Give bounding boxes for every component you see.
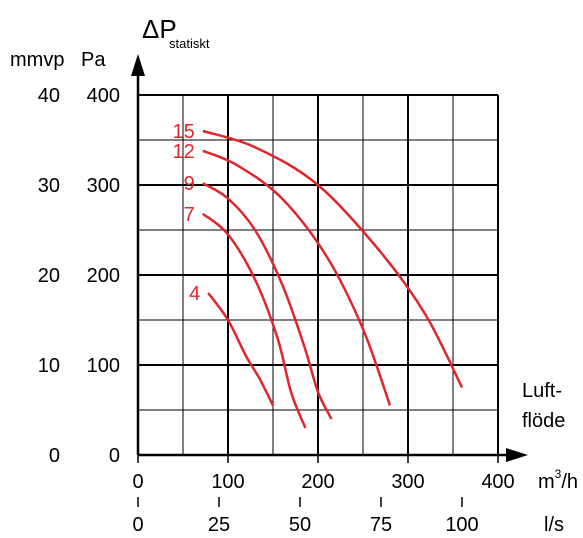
y-tick-label-mmvp: 0 xyxy=(49,445,60,467)
x-tick-label-m3h: 200 xyxy=(301,471,334,493)
x-axis-label-line1: Luft- xyxy=(522,380,562,402)
y-axis-left-unit: mmvp xyxy=(10,49,64,71)
y-tick-label-pa: 200 xyxy=(87,265,120,287)
axis-labels: mmvp Pa ΔP statiskt Luft- flöde m3/h l/s… xyxy=(10,14,578,536)
curve-4 xyxy=(207,292,275,407)
x-axis-label-line2: flöde xyxy=(522,410,565,432)
y-tick-label-pa: 100 xyxy=(87,355,120,377)
y-tick-label-mmvp: 30 xyxy=(38,175,60,197)
x-tick-label-m3h: 0 xyxy=(132,471,143,493)
y-tick-label-mmvp: 10 xyxy=(38,355,60,377)
x-tick-label-ls: 0 xyxy=(132,514,143,536)
x-tick-label-ls: 50 xyxy=(289,514,311,536)
y-tick-label-mmvp: 20 xyxy=(38,265,60,287)
y-axis-arrow xyxy=(131,54,145,76)
y-axis-right-unit: Pa xyxy=(81,49,106,71)
curve-12 xyxy=(202,149,392,406)
curve-9 xyxy=(202,182,333,420)
y-tick-label-pa: 400 xyxy=(87,85,120,107)
x-axis-arrow xyxy=(506,448,528,462)
curve-label-7: 7 xyxy=(184,204,195,226)
y-axis-title: ΔP xyxy=(142,14,177,44)
y-tick-label-pa: 0 xyxy=(109,445,120,467)
curve-label-4: 4 xyxy=(189,283,200,305)
curve-label-15: 15 xyxy=(173,121,195,143)
x-tick-label-m3h: 100 xyxy=(211,471,244,493)
curve-15 xyxy=(202,129,464,389)
x-tick-label-ls: 75 xyxy=(370,514,392,536)
x-axis-unit-ls: l/s xyxy=(544,514,564,536)
y-tick-label-pa: 300 xyxy=(87,175,120,197)
axes xyxy=(131,54,528,507)
curve-7 xyxy=(202,212,307,429)
curve-label-12: 12 xyxy=(173,141,195,163)
y-tick-label-mmvp: 40 xyxy=(38,85,60,107)
x-tick-label-m3h: 300 xyxy=(391,471,424,493)
grid xyxy=(138,94,499,455)
y-axis-title-subscript: statiskt xyxy=(169,36,210,51)
x-axis-unit-m3h: m3/h xyxy=(538,467,578,493)
x-tick-label-ls: 100 xyxy=(445,514,478,536)
curve-label-9: 9 xyxy=(184,173,195,195)
x-tick-label-ls: 25 xyxy=(208,514,230,536)
x-tick-label-m3h: 400 xyxy=(481,471,514,493)
